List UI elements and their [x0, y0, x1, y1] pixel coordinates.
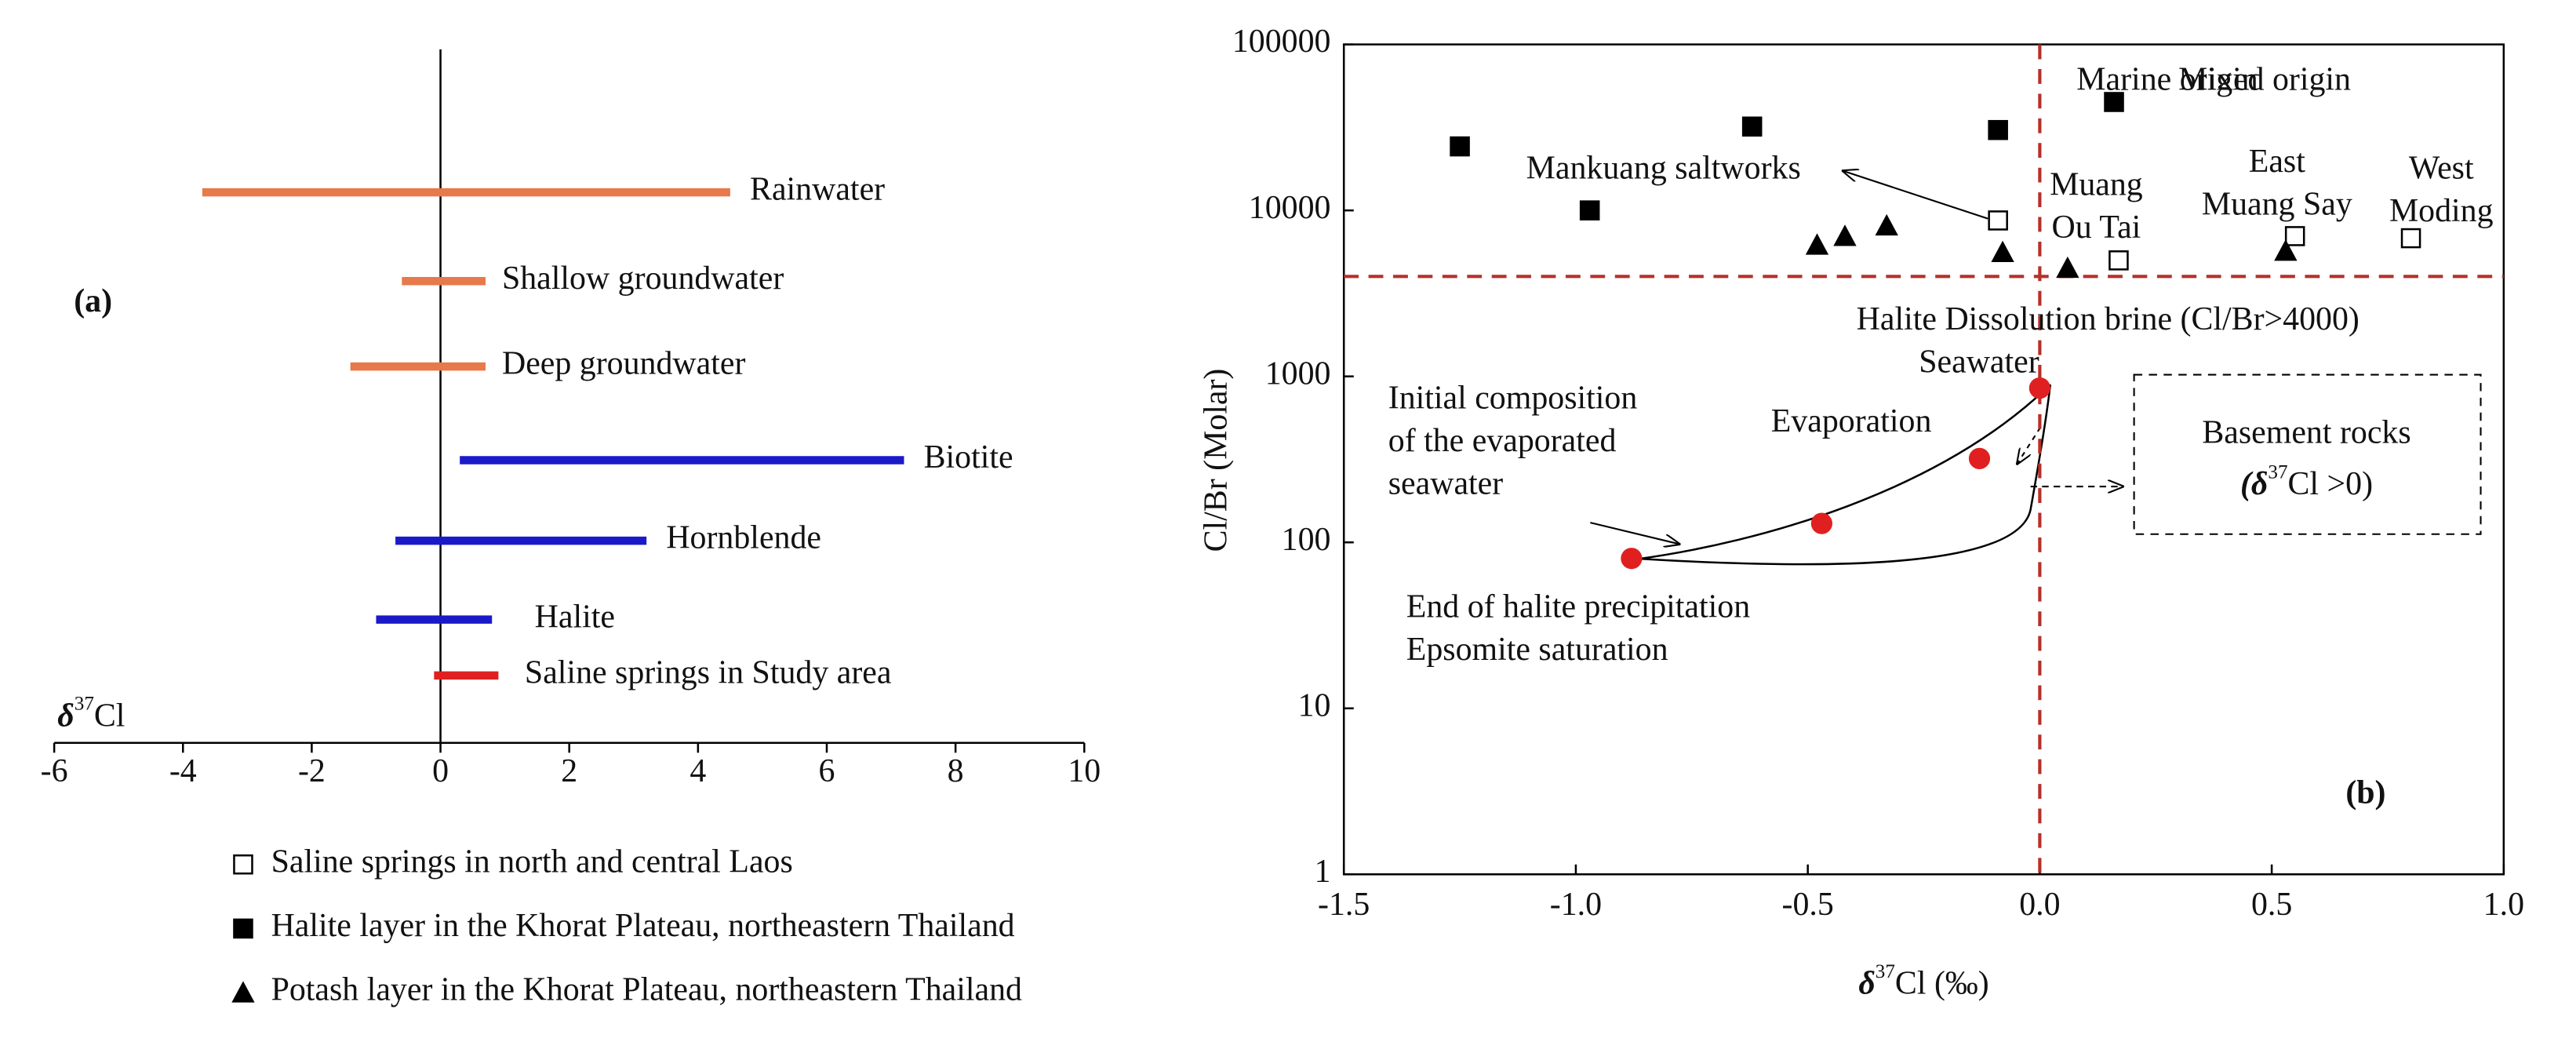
y-tick-label: 10000: [1249, 190, 1331, 226]
annotation: Initial composition: [1388, 381, 1638, 417]
axis-label-sup: 37: [75, 693, 94, 714]
data-point: [1988, 210, 2008, 231]
data-point: [1450, 136, 1470, 157]
panel-label: (b): [2345, 774, 2385, 811]
annotation-part: (δ: [2240, 466, 2268, 502]
range-label: Biotite: [924, 439, 1013, 475]
x-tick-label: -2: [298, 753, 326, 789]
range-label: Saline springs in Study area: [525, 654, 892, 690]
legend-label: Potash layer in the Khorat Plateau, nort…: [271, 972, 1022, 1008]
y-tick-label: 1000: [1265, 355, 1331, 392]
annotation: Ou Tai: [2052, 209, 2141, 246]
annotation-sup: 37: [2268, 461, 2287, 483]
x-tick-label: -0.5: [1782, 887, 1834, 923]
axis-label-part: δ: [1858, 965, 1875, 1001]
axis-label: δ37Cl: [57, 693, 125, 734]
evaporation-loop: [1639, 384, 2052, 566]
evaporation-point: [2028, 377, 2051, 399]
data-point: [2108, 250, 2129, 271]
annotation: Mankuang saltworks: [1526, 151, 1801, 187]
annotation: End of halite precipitation: [1406, 589, 1750, 625]
annotation: Moding: [2389, 193, 2494, 229]
annotation: Muang Say: [2202, 187, 2352, 223]
annotation-part: Cl >0): [2288, 466, 2374, 502]
data-point: [1988, 119, 2008, 140]
evaporation-point: [1968, 447, 1991, 469]
annotation: Marine origin: [2076, 61, 2258, 97]
annotation: Muang: [2050, 166, 2143, 202]
x-tick-label: -1.0: [1550, 887, 1602, 923]
annotation: Epsomite saturation: [1406, 632, 1668, 668]
axis-label: Cl/Br (Molar): [1199, 369, 1235, 552]
x-tick-label: 0: [432, 753, 449, 789]
data-point: [2056, 256, 2079, 279]
legend-marker: [231, 981, 255, 1003]
x-tick-label: 1.0: [2483, 887, 2524, 923]
legend-label: Saline springs in north and central Laos: [271, 843, 793, 880]
data-point: [1875, 213, 1898, 236]
data-point: [1741, 116, 1763, 137]
x-tick-label: 10: [1068, 753, 1101, 789]
y-tick-label: 100000: [1232, 24, 1331, 60]
plot-frame: [1342, 43, 2505, 876]
x-tick-label: -6: [41, 753, 68, 789]
panel-label: (a): [74, 283, 112, 319]
annotation: seawater: [1388, 466, 1504, 502]
x-tick-label: -1.5: [1318, 887, 1370, 923]
axis-label-part: Cl: [94, 698, 126, 734]
annotation-arrow: [1590, 522, 1679, 544]
axis-label-sup: 37: [1876, 961, 1895, 982]
annotation-arrow: [1843, 171, 1988, 220]
data-point: [2400, 228, 2421, 249]
range-label: Rainwater: [750, 172, 885, 208]
annotation: of the evaporated: [1388, 423, 1617, 459]
x-tick-label: 8: [948, 753, 964, 789]
data-point: [1991, 240, 2014, 262]
annotation: Basement rocks: [2202, 415, 2410, 451]
axis-label: δ37Cl (‰): [1858, 961, 1988, 1002]
range-label: Halite: [535, 599, 615, 635]
annotation-arrow: [2018, 427, 2042, 464]
evaporation-curve: [1639, 384, 2051, 560]
annotation: (δ37Cl >0): [2240, 461, 2373, 502]
axis-label-part: δ: [57, 698, 74, 734]
basement-box: [2133, 373, 2482, 535]
annotation: Seawater: [1919, 344, 2039, 381]
annotation: Halite Dissolution brine (Cl/Br>4000): [1857, 301, 2360, 337]
legend-marker: [233, 918, 253, 939]
range-label: Deep groundwater: [502, 346, 745, 382]
y-tick-label: 100: [1282, 522, 1331, 558]
x-tick-label: 6: [819, 753, 835, 789]
x-tick-label: 4: [689, 753, 706, 789]
range-label: Hornblende: [666, 520, 821, 556]
y-tick-label: 1: [1315, 854, 1331, 890]
annotation: Evaporation: [1771, 403, 1932, 439]
data-point: [1579, 200, 1600, 220]
range-label: Shallow groundwater: [502, 260, 784, 297]
legend-label: Halite layer in the Khorat Plateau, nort…: [271, 908, 1015, 944]
data-point: [2274, 239, 2298, 261]
data-point: [2284, 226, 2305, 246]
y-tick-label: 10: [1298, 687, 1331, 723]
evaporation-point: [1621, 548, 1643, 570]
axis-label-part: Cl (‰): [1895, 965, 1989, 1001]
evaporation-point: [1810, 512, 1833, 534]
annotation: East: [2249, 144, 2305, 180]
data-point: [1833, 224, 1857, 246]
legend-marker: [233, 854, 253, 875]
data-point: [2104, 92, 2124, 112]
annotation: Mixed origin: [2178, 61, 2351, 97]
annotation: West: [2409, 151, 2474, 187]
x-tick-label: 0.5: [2251, 887, 2292, 923]
x-tick-label: -4: [169, 753, 197, 789]
x-tick-label: 0.0: [2019, 887, 2060, 923]
data-point: [1805, 233, 1829, 255]
x-tick-label: 2: [561, 753, 577, 789]
